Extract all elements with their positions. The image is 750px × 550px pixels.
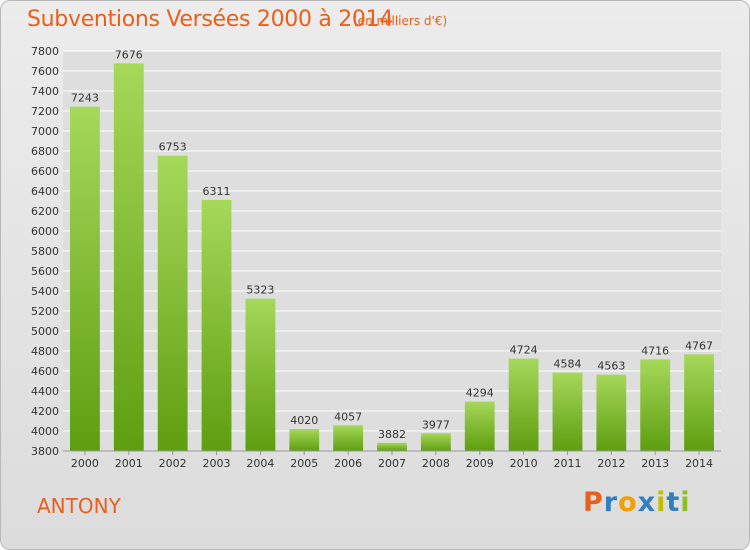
x-tick-label: 2009 [466,457,494,470]
y-tick-label: 5600 [31,265,59,278]
bar [377,442,407,451]
y-tick-label: 5400 [31,285,59,298]
y-tick-label: 7400 [31,85,59,98]
logo-letter: i [656,487,667,518]
chart-subtitle: (en milliers d'€) [353,14,448,28]
logo-letter: t [666,487,681,518]
data-label: 4767 [685,339,713,352]
data-label: 4724 [510,344,538,357]
data-label: 4563 [597,360,625,373]
y-tick-label: 6400 [31,185,59,198]
y-tick-label: 3800 [31,445,59,458]
x-tick-label: 2007 [378,457,406,470]
x-tick-label: 2006 [334,457,362,470]
x-tick-label: 2014 [685,457,713,470]
bar [201,199,232,451]
x-tick-label: 2013 [641,457,669,470]
bar [684,354,714,451]
bar [552,372,583,451]
city-name: ANTONY [37,494,121,518]
data-label: 6311 [203,185,231,198]
data-label: 4584 [553,358,581,371]
y-tick-label: 6800 [31,145,59,158]
bar [464,401,495,451]
logo-letter: r [603,487,619,518]
logo-letter: P [583,487,604,518]
y-tick-label: 7200 [31,105,59,118]
data-label: 7243 [71,92,99,105]
proxiti-logo: Proxiti [583,487,691,518]
data-label: 4057 [334,410,362,423]
data-label: 3882 [378,428,406,441]
bar [157,155,188,451]
bar [333,425,364,451]
y-tick-label: 5000 [31,325,59,338]
x-tick-label: 2008 [422,457,450,470]
y-tick-label: 4400 [31,385,59,398]
x-tick-label: 2005 [290,457,318,470]
x-tick-label: 2012 [597,457,625,470]
y-tick-label: 7800 [31,45,59,58]
y-tick-label: 5800 [31,245,59,258]
data-label: 6753 [159,141,187,154]
y-tick-label: 6200 [31,205,59,218]
data-label: 4716 [641,344,669,357]
logo-letter: i [680,487,691,518]
bar [420,433,451,451]
y-tick-label: 5200 [31,305,59,318]
bar [245,298,276,451]
y-tick-label: 4600 [31,365,59,378]
bar [70,106,100,451]
chart-title: Subventions Versées 2000 à 2014 [27,7,394,32]
data-label: 5323 [246,284,274,297]
bar [289,429,320,451]
bar [508,358,539,451]
y-tick-label: 4000 [31,425,59,438]
y-tick-label: 7600 [31,65,59,78]
x-tick-label: 2003 [203,457,231,470]
data-label: 4294 [466,387,494,400]
x-tick-label: 2010 [510,457,538,470]
y-tick-label: 6600 [31,165,59,178]
y-tick-label: 6000 [31,225,59,238]
y-tick-label: 4200 [31,405,59,418]
data-label: 7676 [115,48,143,61]
logo-letter: x [637,487,657,518]
x-tick-label: 2002 [159,457,187,470]
y-tick-label: 4800 [31,345,59,358]
logo-letter: o [618,487,638,518]
bar [596,374,627,451]
bar [113,63,144,452]
x-tick-label: 2000 [71,457,99,470]
x-tick-label: 2004 [246,457,274,470]
x-tick-label: 2001 [115,457,143,470]
x-tick-label: 2011 [553,457,581,470]
bar [640,359,671,451]
data-label: 3977 [422,418,450,431]
data-label: 4020 [290,414,318,427]
y-tick-label: 7000 [31,125,59,138]
